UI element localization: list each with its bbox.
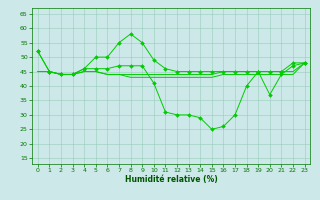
X-axis label: Humidité relative (%): Humidité relative (%) [125, 175, 218, 184]
